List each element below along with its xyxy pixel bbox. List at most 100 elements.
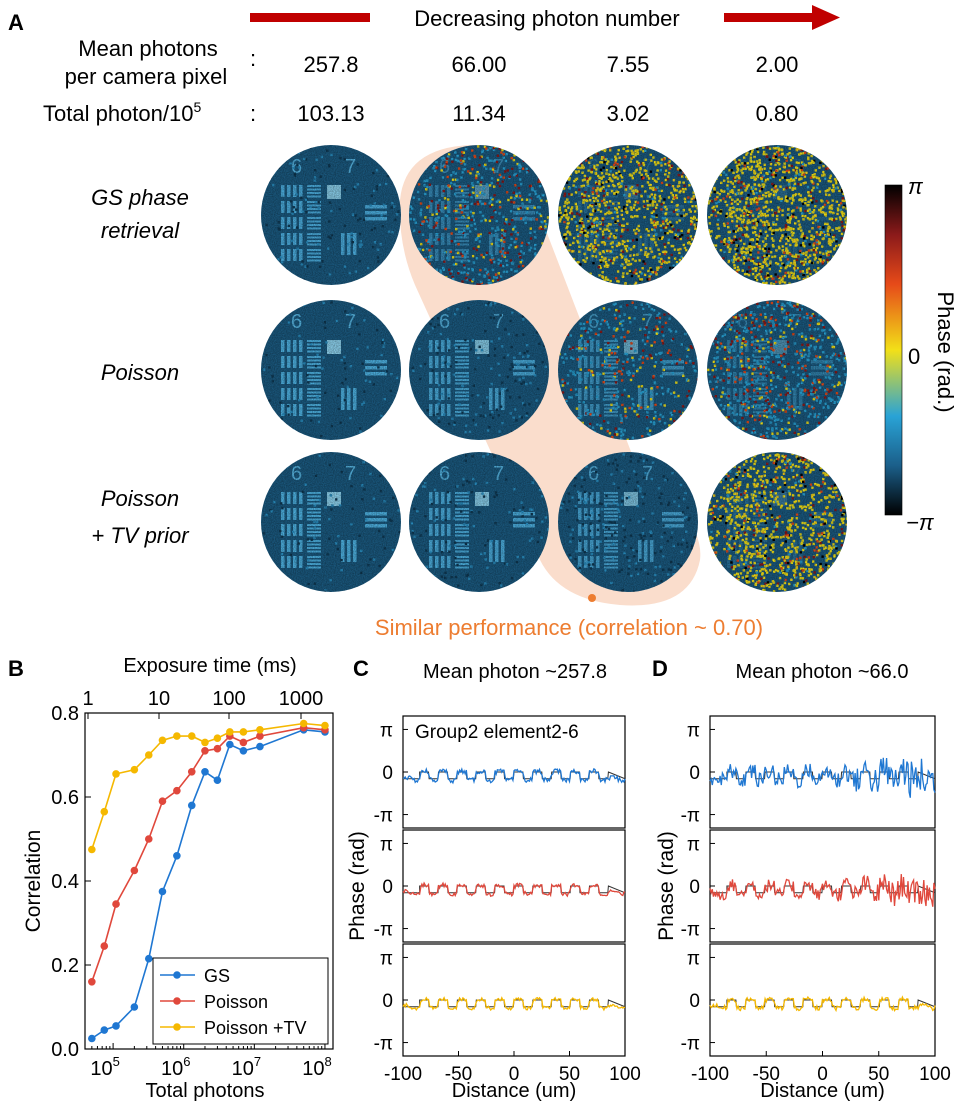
- noise-pixel: [839, 165, 842, 168]
- noise-pixel: [823, 145, 826, 148]
- noise-pixel: [715, 170, 718, 174]
- arrow-head: [812, 5, 840, 30]
- noise-pixel: [568, 158, 571, 161]
- total-value: 0.80: [756, 101, 799, 126]
- noise-pixel: [691, 262, 695, 265]
- noise-pixel: [694, 273, 698, 276]
- noise-pixel: [707, 162, 711, 165]
- noise-pixel: [586, 277, 589, 280]
- noise-pixel: [694, 247, 698, 251]
- noise-pixel: [710, 278, 714, 282]
- noise-pixel: [839, 147, 842, 150]
- noise-pixel: [708, 155, 711, 158]
- grain-overlay: [558, 145, 698, 285]
- noise-pixel: [692, 399, 695, 402]
- noise-pixel: [540, 167, 544, 170]
- noise-pixel: [389, 412, 392, 415]
- noise-pixel: [678, 280, 682, 284]
- noise-pixel: [686, 160, 689, 163]
- noise-pixel: [841, 256, 844, 259]
- noise-pixel: [574, 274, 578, 277]
- noise-pixel: [695, 232, 698, 236]
- noise-pixel: [719, 277, 722, 281]
- noise-pixel: [685, 266, 688, 269]
- noise-pixel: [578, 157, 582, 160]
- noise-pixel: [686, 256, 690, 260]
- noise-pixel: [845, 260, 847, 263]
- noise-pixel: [521, 150, 524, 153]
- noise-pixel: [530, 149, 533, 152]
- noise-pixel: [846, 149, 847, 152]
- noise-pixel: [685, 437, 688, 440]
- noise-pixel: [428, 429, 431, 433]
- noise-pixel: [447, 437, 451, 440]
- noise-pixel: [824, 158, 828, 162]
- noise-pixel: [707, 281, 710, 284]
- noise-pixel: [817, 150, 820, 154]
- noise-pixel: [568, 157, 572, 161]
- noise-pixel: [561, 166, 565, 169]
- noise-pixel: [673, 282, 677, 285]
- noise-pixel: [708, 281, 712, 285]
- noise-pixel: [842, 251, 845, 255]
- noise-pixel: [707, 165, 710, 168]
- noise-pixel: [739, 145, 743, 149]
- noise-pixel: [564, 272, 567, 276]
- noise-pixel: [576, 268, 579, 271]
- noise-pixel: [388, 256, 391, 260]
- noise-pixel: [570, 265, 573, 269]
- noise-pixel: [409, 303, 412, 306]
- noise-pixel: [834, 270, 837, 273]
- noise-pixel: [574, 266, 577, 269]
- noise-pixel: [674, 146, 677, 149]
- total-value: 103.13: [297, 101, 364, 126]
- noise-pixel: [595, 145, 599, 149]
- noise-pixel: [712, 163, 715, 166]
- noise-pixel: [266, 180, 270, 183]
- noise-pixel: [579, 302, 582, 305]
- arrow-right-bar: [724, 13, 814, 22]
- noise-pixel: [693, 261, 696, 264]
- noise-pixel: [685, 270, 689, 273]
- noise-pixel: [570, 257, 573, 261]
- noise-pixel: [292, 305, 295, 309]
- noise-pixel: [684, 418, 688, 422]
- noise-pixel: [829, 261, 833, 265]
- noise-pixel: [684, 276, 687, 279]
- noise-pixel: [265, 323, 269, 326]
- noise-pixel: [378, 310, 382, 314]
- noise-pixel: [394, 173, 397, 176]
- noise-pixel: [808, 281, 811, 285]
- grain-overlay: [707, 145, 847, 285]
- noise-pixel: [694, 282, 697, 285]
- noise-pixel: [686, 150, 689, 153]
- noise-pixel: [840, 151, 843, 154]
- noise-pixel: [731, 148, 734, 151]
- noise-pixel: [588, 304, 592, 308]
- noise-pixel: [818, 270, 822, 274]
- noise-pixel: [692, 260, 695, 264]
- noise-pixel: [719, 159, 722, 163]
- noise-pixel: [560, 253, 563, 256]
- noise-pixel: [687, 167, 690, 171]
- noise-pixel: [760, 284, 764, 285]
- total-value: 11.34: [452, 101, 505, 126]
- noise-pixel: [659, 279, 662, 283]
- noise-pixel: [561, 269, 565, 273]
- noise-pixel: [571, 259, 574, 263]
- noise-pixel: [416, 302, 419, 305]
- noise-pixel: [683, 276, 687, 280]
- noise-pixel: [687, 154, 690, 157]
- noise-pixel: [813, 146, 817, 149]
- noise-pixel: [528, 147, 531, 150]
- noise-pixel: [385, 419, 389, 422]
- noise-pixel: [836, 147, 839, 150]
- noise-pixel: [839, 246, 842, 250]
- noise-pixel: [815, 272, 818, 276]
- noise-pixel: [692, 439, 695, 440]
- noise-pixel: [689, 304, 693, 307]
- noise-pixel: [844, 253, 847, 257]
- noise-pixel: [414, 417, 418, 420]
- noise-pixel: [558, 180, 562, 184]
- noise-pixel: [697, 314, 698, 318]
